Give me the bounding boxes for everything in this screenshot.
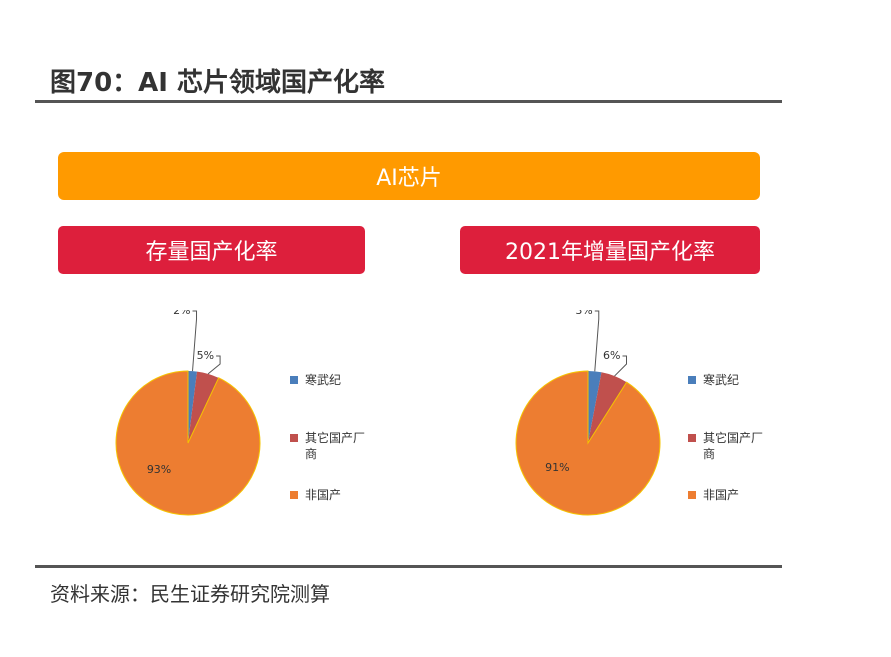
legend-swatch	[688, 491, 696, 499]
legend-swatch	[290, 376, 298, 384]
legend-label: 其它国产厂商	[305, 431, 366, 461]
leader-line	[207, 355, 221, 375]
pie-slice	[588, 372, 627, 443]
pie-slice	[115, 370, 261, 516]
legend-swatch	[688, 376, 696, 384]
rule	[35, 565, 782, 568]
leader-line	[192, 310, 198, 372]
leader-line	[614, 355, 628, 377]
legend-swatch	[290, 491, 298, 499]
legend-label: 寒武纪	[305, 373, 342, 387]
data-label: 2%	[173, 310, 190, 317]
chart-title: 2021年增量国产化率	[460, 226, 760, 274]
pie-slice	[515, 370, 661, 516]
data-label: 3%	[575, 310, 592, 317]
legend-swatch	[688, 434, 696, 442]
data-label: 91%	[545, 461, 569, 474]
legend-label: 非国产	[305, 488, 342, 502]
pie-chart: 3% 6% 91%	[515, 310, 661, 516]
legend-label: 其它国产厂商	[703, 431, 764, 461]
banner: AI芯片	[58, 152, 760, 200]
figure-title: 图70：AI 芯片领域国产化率	[50, 68, 386, 98]
pie-slice	[588, 371, 602, 443]
legend-label: 非国产	[703, 488, 740, 502]
pie-slice	[188, 371, 219, 443]
pie-slice	[188, 371, 198, 443]
data-label: 93%	[147, 463, 171, 476]
legend-label: 寒武纪	[703, 373, 740, 387]
pie-chart: 2% 5% 93%	[115, 310, 261, 516]
data-label: 5%	[197, 349, 214, 362]
leader-line	[594, 310, 600, 372]
rule	[35, 100, 782, 103]
data-label: 6%	[603, 349, 620, 362]
legend-swatch	[290, 434, 298, 442]
chart-title: 存量国产化率	[58, 226, 365, 274]
source: 资料来源：民生证券研究院测算	[50, 582, 330, 606]
